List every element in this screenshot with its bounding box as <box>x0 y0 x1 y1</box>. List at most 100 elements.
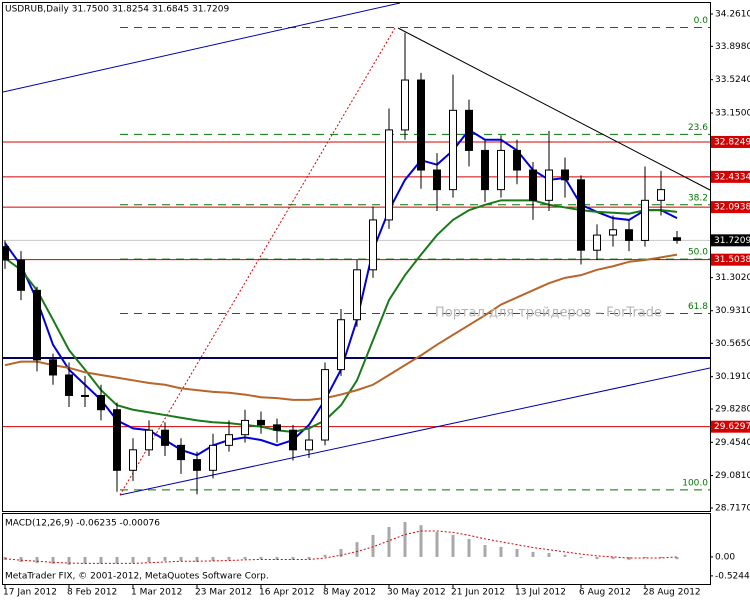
channel-upper <box>3 3 401 93</box>
y-tick-label: 30.1910 <box>715 372 750 382</box>
macd-bar <box>323 554 327 557</box>
fibo-label: 0.0 <box>694 16 709 26</box>
watermark: Портал для трейдеров – ForTrade <box>435 306 662 321</box>
main-frame <box>2 2 711 512</box>
price-label: 32.8249 <box>714 137 750 147</box>
candle-body <box>145 429 153 451</box>
chart-title: USDRUB,Daily 31.7500 31.8254 31.6845 31.… <box>5 5 229 15</box>
candle-body <box>529 169 537 201</box>
y-tick-label: 31.3020 <box>715 273 750 283</box>
candle-body <box>17 259 25 291</box>
macd-bar <box>659 556 663 559</box>
y-tick-label: 29.0810 <box>715 471 750 481</box>
x-tick-label: 21 Jun 2012 <box>451 588 505 598</box>
candle-body <box>465 109 473 151</box>
macd-bar <box>51 556 55 564</box>
macd-bar <box>451 534 455 557</box>
macd-bar <box>131 556 135 564</box>
x-tick-label: 8 Feb 2012 <box>67 588 117 598</box>
macd-bar <box>67 556 71 565</box>
macd-bar <box>499 546 503 557</box>
fibo-label: 38.2 <box>688 193 708 203</box>
price-label: 31.5038 <box>714 255 750 265</box>
candle-body <box>257 419 265 426</box>
candle-body <box>321 369 329 441</box>
macd-title: MACD(12,26,9) -0.06235 -0.00076 <box>5 519 160 529</box>
price-label-box <box>711 170 750 183</box>
macd-bar <box>307 556 311 560</box>
candle-body <box>49 359 57 376</box>
macd-bar <box>579 556 583 559</box>
macd-bar <box>419 525 423 557</box>
x-tick-label: 30 May 2012 <box>387 588 446 598</box>
candle-body <box>401 79 409 131</box>
candle-body <box>289 429 297 451</box>
candle-body <box>225 434 233 446</box>
price-label: 31.7209 <box>714 236 750 246</box>
candle-body <box>433 169 441 191</box>
candle-body <box>369 219 377 271</box>
macd-bar <box>563 554 567 557</box>
candle-body <box>33 289 41 361</box>
candle-body <box>113 409 121 471</box>
macd-bar <box>371 534 375 557</box>
candle-body <box>3 246 9 261</box>
candle-body <box>193 459 201 471</box>
price-label-box <box>711 201 750 214</box>
candle-body <box>161 429 169 446</box>
y-tick-label: 29.8280 <box>715 405 750 415</box>
macd-bar <box>259 556 263 560</box>
macd-bar <box>435 532 439 557</box>
price-label-box <box>711 253 750 266</box>
candle-body <box>273 424 281 431</box>
candle-body <box>241 419 249 436</box>
macd-bar <box>291 556 295 560</box>
macd-area <box>3 521 679 565</box>
candle-body <box>641 199 649 241</box>
macd-bar <box>211 556 215 561</box>
signal-line <box>4 530 678 564</box>
x-tick-label: 28 Aug 2012 <box>643 588 701 598</box>
y-tick-label: 33.5240 <box>715 75 750 85</box>
candle-body <box>449 109 457 191</box>
candle-body <box>673 237 681 241</box>
macd-bar <box>227 556 231 560</box>
macd-bar <box>163 556 167 561</box>
candle-body <box>481 149 489 191</box>
levels-layer: 0.0 23.6 38.2 50.0 61.8 100.0 <box>3 16 710 491</box>
price-label-box <box>711 135 750 148</box>
fibo-label: 50.0 <box>688 248 708 258</box>
candle-body <box>129 449 137 471</box>
price-label: 29.6297 <box>714 422 750 432</box>
y-tick-label: 33.1500 <box>715 108 750 118</box>
candle-body <box>209 444 217 471</box>
macd-bar <box>483 545 487 557</box>
macd-bar <box>467 538 471 557</box>
fibo-label: 61.8 <box>688 302 708 312</box>
y-tick-label: 29.4540 <box>715 438 750 448</box>
candle-body <box>353 269 361 321</box>
fibo-label: 100.0 <box>682 478 708 488</box>
x-tick-label: 17 Jan 2012 <box>3 588 57 598</box>
x-tick-label: 16 Apr 2012 <box>259 588 315 598</box>
y-tick-label: -0.52449 <box>715 571 750 581</box>
macd-bar <box>83 556 87 564</box>
y-tick-label: 33.8980 <box>715 42 750 52</box>
candle-body <box>417 79 425 171</box>
x-tick-label: 8 May 2012 <box>323 588 376 598</box>
y-tick-label: 30.9310 <box>715 306 750 316</box>
macd-bar <box>531 551 535 557</box>
macd-bar <box>515 549 519 557</box>
macd-frame <box>2 513 711 585</box>
candle-body <box>561 169 569 181</box>
macd-bar <box>547 552 551 557</box>
macd-bar <box>643 556 647 559</box>
candle-body <box>545 169 553 201</box>
macd-bar <box>35 556 39 564</box>
candle-body <box>657 189 665 201</box>
macd-bar <box>195 556 199 562</box>
channel-lower <box>119 367 710 496</box>
x-tick-label: 13 Jul 2012 <box>515 588 566 598</box>
